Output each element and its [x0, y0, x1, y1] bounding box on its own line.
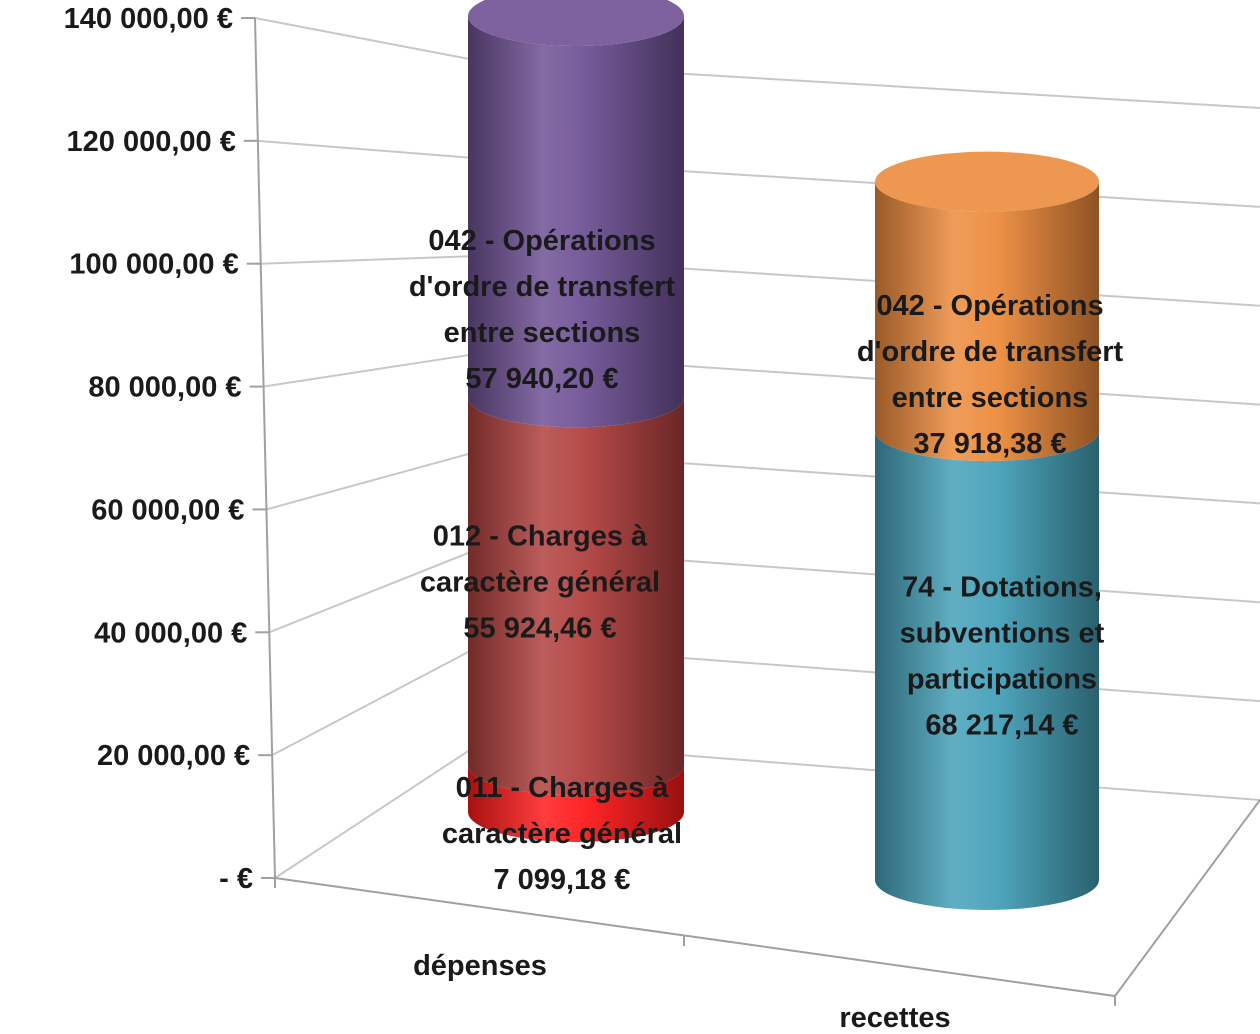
data-label: 042 - Opérations — [876, 290, 1103, 322]
bar-segment — [875, 431, 1099, 910]
y-tick-label: - € — [219, 863, 253, 895]
bar-segment — [468, 397, 684, 796]
data-label: 55 924,46 € — [463, 612, 616, 644]
y-tick-label: 120 000,00 € — [67, 126, 236, 158]
axes — [241, 17, 1260, 1006]
y-tick-label: 100 000,00 € — [69, 249, 238, 281]
gridline — [266, 448, 1260, 511]
data-labels: 011 - Charges à caractère général 7 099,18… — [409, 225, 1124, 896]
data-label: d'ordre de transfert — [409, 271, 676, 303]
data-label: 7 099,18 € — [493, 864, 630, 896]
gridline — [271, 642, 1260, 757]
bar-top-cap — [875, 151, 1099, 212]
data-label: entre sections — [892, 382, 1089, 414]
y-tick-label: 20 000,00 € — [97, 740, 250, 772]
gridline — [274, 738, 1260, 879]
gridline — [254, 17, 1260, 109]
x-category-label: recettes — [839, 1002, 950, 1034]
data-label: 012 - Charges à — [433, 520, 648, 552]
gridline — [257, 139, 1260, 208]
bar-top-cap — [468, 0, 684, 47]
x-axis-categories: dépenses recettes — [413, 950, 951, 1034]
y-tick-label: 40 000,00 € — [94, 617, 247, 649]
gridlines — [254, 17, 1260, 879]
data-label: 011 - Charges à — [456, 772, 670, 804]
data-label: 57 940,20 € — [465, 363, 618, 395]
x-category-label: dépenses — [413, 950, 547, 982]
data-label: entre sections — [444, 317, 641, 349]
bars — [468, 0, 1099, 910]
data-label: subventions et — [900, 618, 1105, 650]
data-label: caractère général — [442, 818, 682, 850]
data-label: participations — [907, 664, 1097, 696]
y-axis-line — [254, 17, 276, 879]
data-label: 37 918,38 € — [913, 428, 1066, 460]
data-label: d'ordre de transfert — [857, 336, 1124, 368]
y-tick-label: 140 000,00 € — [64, 3, 233, 35]
data-label: 042 - Opérations — [428, 225, 655, 257]
bar-segment — [468, 765, 684, 842]
y-tick-label: 60 000,00 € — [91, 494, 244, 526]
data-label: caractère général — [420, 566, 660, 598]
bar-segment — [875, 181, 1099, 462]
y-axis-ticks: - € 20 000,00 € 40 000,00 € 60 000,00 € 80 0… — [64, 3, 253, 895]
data-label: 68 217,14 € — [925, 710, 1078, 742]
data-label: 74 - Dotations, — [902, 572, 1102, 604]
bar-segment — [468, 16, 684, 428]
y-tick-label: 80 000,00 € — [88, 372, 241, 404]
gridline — [268, 545, 1260, 634]
